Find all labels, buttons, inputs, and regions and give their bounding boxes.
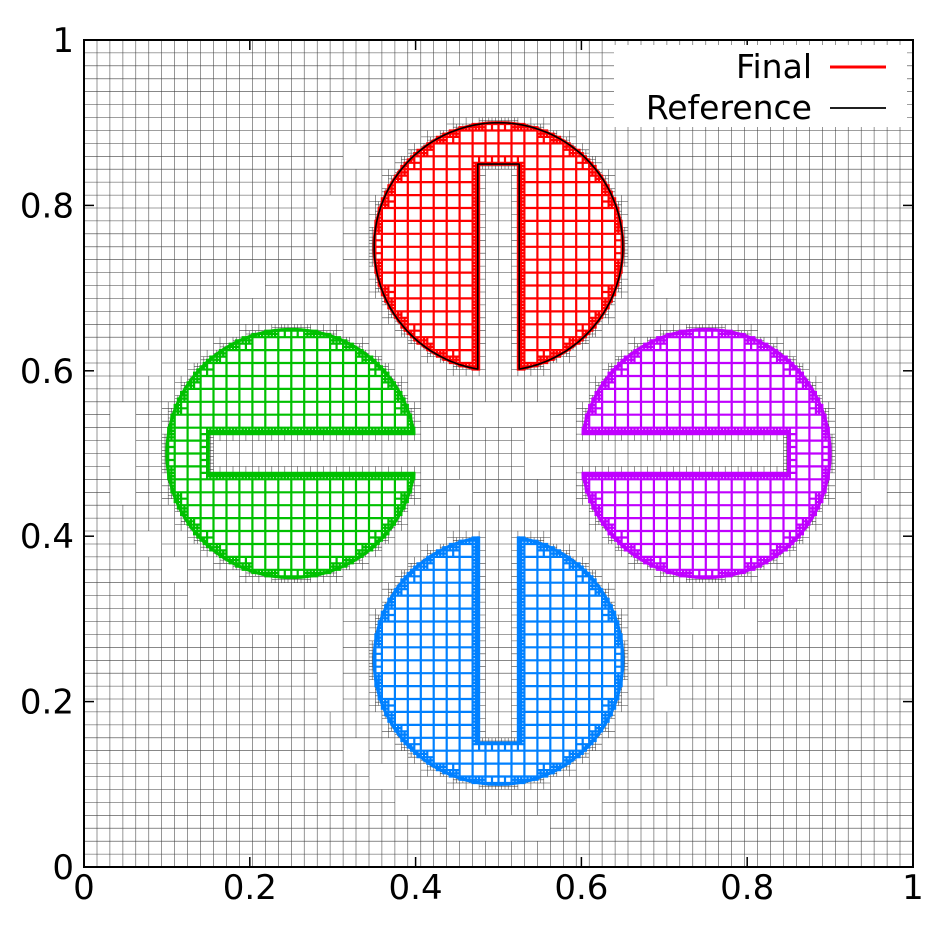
x-tick-label: 0.8 <box>720 868 774 908</box>
x-tick-label: 0 <box>73 868 95 908</box>
legend-label: Reference <box>646 88 812 127</box>
x-tick-label: 0.6 <box>554 868 608 908</box>
series-1 <box>373 121 624 370</box>
y-tick-label: 0.2 <box>20 683 74 723</box>
y-tick-label: 0.4 <box>20 517 74 557</box>
x-tick-label: 0.2 <box>223 868 277 908</box>
series-mesh-0 <box>374 122 623 371</box>
series-outline-3 <box>372 536 625 786</box>
series-4 <box>581 327 832 580</box>
series-mesh-3 <box>374 536 623 785</box>
plot-frame <box>83 39 914 868</box>
x-tick-label: 1 <box>902 868 924 908</box>
series-layer <box>165 121 832 786</box>
y-tick-label: 1 <box>52 21 74 61</box>
series-3 <box>372 536 625 786</box>
series-mesh-2 <box>167 329 416 578</box>
y-tick-label: 0.8 <box>20 186 74 226</box>
y-tick-label: 0 <box>52 848 74 888</box>
series-outline-1 <box>373 121 624 370</box>
legend-box <box>614 45 907 127</box>
series-2 <box>165 327 416 580</box>
x-tick-label: 0.4 <box>389 868 443 908</box>
y-tick-label: 0.6 <box>20 352 74 392</box>
legend-label: Final <box>736 47 812 86</box>
tick-layer: 0 0.2 0.4 0.6 0.8 1 0 0.2 0.4 0.6 0.8 1 <box>20 21 924 908</box>
series-outline-2 <box>165 327 416 580</box>
series-outline-4 <box>581 327 832 580</box>
